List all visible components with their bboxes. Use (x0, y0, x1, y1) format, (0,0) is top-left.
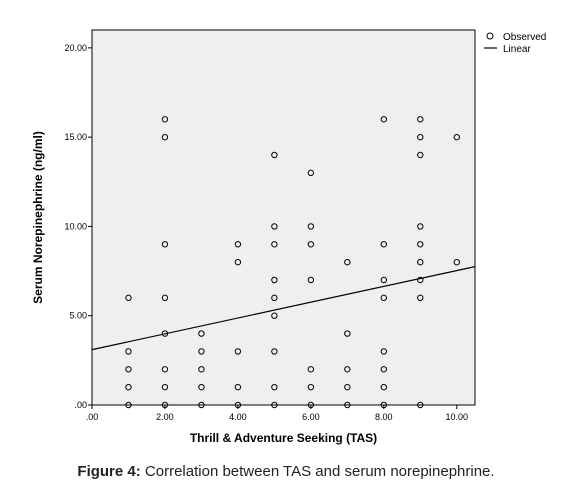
y-tick-label: 10.00 (64, 221, 87, 231)
data-point (453, 258, 460, 266)
data-point (380, 241, 388, 248)
data-point (234, 348, 242, 355)
data-point (161, 366, 169, 373)
data-point (417, 223, 424, 230)
data-point (125, 401, 132, 409)
data-point (271, 348, 278, 355)
legend: Observed Linear (484, 32, 546, 55)
data-point (417, 116, 424, 123)
x-tick-label: .00 (86, 412, 99, 422)
data-point (198, 366, 205, 373)
data-point (125, 294, 132, 302)
data-point (271, 401, 278, 409)
data-point (417, 401, 424, 409)
linear-fit-line (91, 266, 476, 351)
data-point (380, 401, 388, 409)
data-point (234, 258, 242, 266)
x-tick-label: 6.00 (302, 412, 320, 422)
data-point (271, 223, 278, 230)
data-point (234, 241, 242, 248)
data-point (198, 383, 205, 391)
scatter-chart: .00 5.00 10.00 15.00 20.00 .00 2.00 4.00 6.00 8.… (31, 29, 546, 445)
data-point (234, 401, 242, 409)
data-point (417, 133, 424, 141)
data-point (161, 241, 169, 248)
x-tick-label: 2.00 (156, 412, 174, 422)
observed-points (125, 116, 460, 409)
data-point (417, 151, 424, 159)
data-point (453, 133, 460, 141)
y-tick-label: .00 (74, 400, 87, 410)
data-point (161, 401, 169, 409)
data-point (307, 276, 315, 284)
x-tick-label: 8.00 (375, 412, 393, 422)
data-point (307, 241, 315, 248)
y-axis-ticks: .00 5.00 10.00 15.00 20.00 (64, 43, 92, 410)
data-point (125, 366, 132, 373)
legend-observed-label: Observed (503, 32, 546, 43)
data-point (307, 383, 315, 391)
y-tick-label: 5.00 (69, 311, 87, 321)
data-point (234, 383, 242, 391)
data-point (417, 294, 424, 302)
data-point (417, 258, 424, 266)
data-point (344, 383, 351, 391)
data-point (307, 223, 315, 230)
data-point (344, 330, 351, 337)
data-point (307, 366, 315, 373)
data-point (125, 383, 132, 391)
data-point (380, 276, 388, 284)
x-tick-label: 4.00 (229, 412, 247, 422)
data-point (380, 383, 388, 391)
data-point (198, 330, 205, 337)
data-point (307, 169, 315, 177)
data-point (380, 348, 388, 355)
x-axis-title: Thrill & Adventure Seeking (TAS) (190, 431, 377, 445)
x-tick-label: 10.00 (445, 412, 468, 422)
data-point (161, 294, 169, 302)
figure-caption-text: Correlation between TAS and serum norepi… (140, 463, 495, 480)
data-point (271, 383, 278, 391)
y-tick-label: 20.00 (64, 43, 87, 53)
data-point (161, 133, 169, 141)
data-point (161, 383, 169, 391)
data-point (271, 276, 278, 284)
data-point (307, 401, 315, 409)
legend-linear-label: Linear (503, 44, 531, 55)
data-point (344, 258, 351, 266)
data-point (380, 116, 388, 123)
legend-observed-marker (486, 32, 494, 40)
y-tick-label: 15.00 (64, 132, 87, 142)
data-point (271, 151, 278, 159)
data-point (271, 312, 278, 319)
x-axis-ticks: .00 2.00 4.00 6.00 8.00 10.00 (86, 405, 468, 422)
plot-area (91, 29, 476, 406)
y-axis-title: Serum Norepinephrine (ng/ml) (31, 131, 45, 304)
figure-label: Figure 4: (77, 463, 141, 480)
figure-caption: Figure 4: Correlation between TAS and se… (0, 463, 572, 480)
data-point (271, 294, 278, 302)
data-point (161, 116, 169, 123)
data-point (198, 348, 205, 355)
data-point (344, 401, 351, 409)
data-point (271, 241, 278, 248)
data-point (344, 366, 351, 373)
data-point (198, 401, 205, 409)
data-point (380, 366, 388, 373)
data-point (417, 276, 424, 284)
data-point (125, 348, 132, 355)
data-point (380, 294, 388, 302)
data-point (417, 241, 424, 248)
